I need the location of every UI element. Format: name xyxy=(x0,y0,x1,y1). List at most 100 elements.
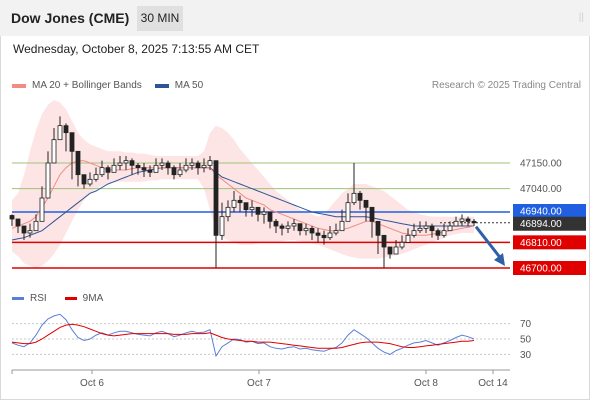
candle-body-45 xyxy=(279,225,285,229)
candle-body-3 xyxy=(27,230,33,234)
candle-body-31 xyxy=(195,162,201,169)
candle-body-18 xyxy=(117,162,123,166)
candle-body-26 xyxy=(165,162,171,169)
candle-body-60 xyxy=(369,206,375,222)
candle-body-65 xyxy=(399,241,405,248)
candle-body-66 xyxy=(405,234,411,243)
candle-body-52 xyxy=(321,234,327,239)
candle-body-77 xyxy=(471,220,477,224)
legend-swatch-ma20 xyxy=(12,83,26,88)
moving-averages xyxy=(11,160,475,241)
candle-body-22 xyxy=(141,167,147,171)
candle-body-9 xyxy=(63,125,69,134)
candle-body-21 xyxy=(135,164,141,169)
candle-body-75 xyxy=(459,218,465,222)
candlesticks xyxy=(9,116,477,268)
candle-body-5 xyxy=(39,197,45,222)
candle-body-69 xyxy=(423,225,429,229)
candle-body-58 xyxy=(357,192,363,201)
level-label-box-3 xyxy=(513,216,586,231)
candle-body-37 xyxy=(231,199,237,208)
candle-body-27 xyxy=(171,167,177,176)
legend-label-9ma: 9MA xyxy=(82,293,104,304)
candle-body-33 xyxy=(207,160,213,166)
candle-body-64 xyxy=(393,246,399,255)
level-label-box-4 xyxy=(513,235,586,250)
candle-body-54 xyxy=(333,230,339,234)
candle-body-0 xyxy=(9,215,15,220)
x-tick-label-2: Oct 8 xyxy=(414,378,438,389)
candle-body-56 xyxy=(345,202,351,222)
candle-body-59 xyxy=(363,199,369,208)
candle-body-29 xyxy=(183,164,189,171)
candle-body-7 xyxy=(51,139,57,164)
legend-label-rsi: RSI xyxy=(30,293,47,304)
candle-body-19 xyxy=(123,160,129,164)
bollinger-band-fill xyxy=(12,100,474,268)
instrument-title: Dow Jones (CME) xyxy=(11,10,130,26)
level-label-2: 46940.00 xyxy=(520,207,562,218)
timestamp: Wednesday, October 8, 2025 7:13:55 AM CE… xyxy=(13,42,260,56)
candle-body-36 xyxy=(225,206,231,218)
level-label-3: 46894.00 xyxy=(520,219,562,230)
rsi-tick-label-1: 50 xyxy=(520,335,532,346)
legend-swatch-rsi xyxy=(12,297,24,300)
legend-swatch-ma50 xyxy=(154,83,169,88)
chart-legend: MA 20 + Bollinger Bands MA 50 xyxy=(12,80,203,91)
candle-body-38 xyxy=(237,199,243,204)
candle-body-50 xyxy=(309,227,315,234)
candle-body-43 xyxy=(267,211,273,222)
projection-arrow-head xyxy=(494,253,505,266)
rsi-series-0 xyxy=(11,313,475,358)
level-label-1: 47040.00 xyxy=(520,184,562,195)
candle-body-44 xyxy=(273,220,279,227)
level-label-0: 47150.00 xyxy=(520,159,562,170)
x-tick-label-3: Oct 14 xyxy=(478,378,508,389)
candle-body-8 xyxy=(57,125,63,141)
legend-label-ma20: MA 20 + Bollinger Bands xyxy=(32,80,142,91)
candle-body-46 xyxy=(285,225,291,229)
ma50-line xyxy=(11,167,474,241)
candle-body-28 xyxy=(177,169,183,176)
rsi-tick-label-2: 30 xyxy=(520,350,532,361)
rsi-tick-label-0: 70 xyxy=(520,319,532,330)
timeframe-button[interactable]: 30 MIN xyxy=(137,6,183,31)
candle-body-13 xyxy=(87,178,93,185)
rsi-panel: 70 50 30 xyxy=(11,313,532,361)
candle-body-61 xyxy=(375,220,381,236)
candle-body-67 xyxy=(411,230,417,236)
candle-body-4 xyxy=(33,220,39,232)
candle-body-15 xyxy=(99,167,105,176)
candle-body-48 xyxy=(297,223,303,232)
candle-body-14 xyxy=(93,174,99,180)
corner-mark: || xyxy=(578,12,584,23)
candle-body-41 xyxy=(255,206,261,215)
level-label-5: 46700.00 xyxy=(520,264,562,275)
candle-body-55 xyxy=(339,220,345,232)
candle-body-53 xyxy=(327,232,333,239)
legend-swatch-9ma xyxy=(64,297,77,300)
candle-body-63 xyxy=(387,246,393,255)
candle-body-2 xyxy=(21,225,27,234)
rsi-series-1 xyxy=(11,323,475,349)
rsi-legend: RSI 9MA xyxy=(12,293,103,304)
candle-body-73 xyxy=(447,225,453,232)
candle-body-25 xyxy=(159,162,165,166)
candle-body-16 xyxy=(105,167,111,173)
level-label-4: 46810.00 xyxy=(520,238,562,249)
candle-body-20 xyxy=(129,160,135,166)
legend-label-ma50: MA 50 xyxy=(174,80,204,91)
x-tick-label-1: Oct 7 xyxy=(247,378,271,389)
candle-body-35 xyxy=(219,216,225,236)
candle-body-68 xyxy=(417,227,423,232)
candle-body-23 xyxy=(147,169,153,173)
candle-body-1 xyxy=(15,218,21,227)
candle-body-24 xyxy=(153,164,159,173)
projection-arrow xyxy=(474,225,505,266)
x-tick-label-0: Oct 6 xyxy=(80,378,104,389)
candle-body-42 xyxy=(261,211,267,215)
candle-body-12 xyxy=(81,174,87,185)
level-label-box-5 xyxy=(513,261,586,275)
candle-body-6 xyxy=(45,162,51,199)
